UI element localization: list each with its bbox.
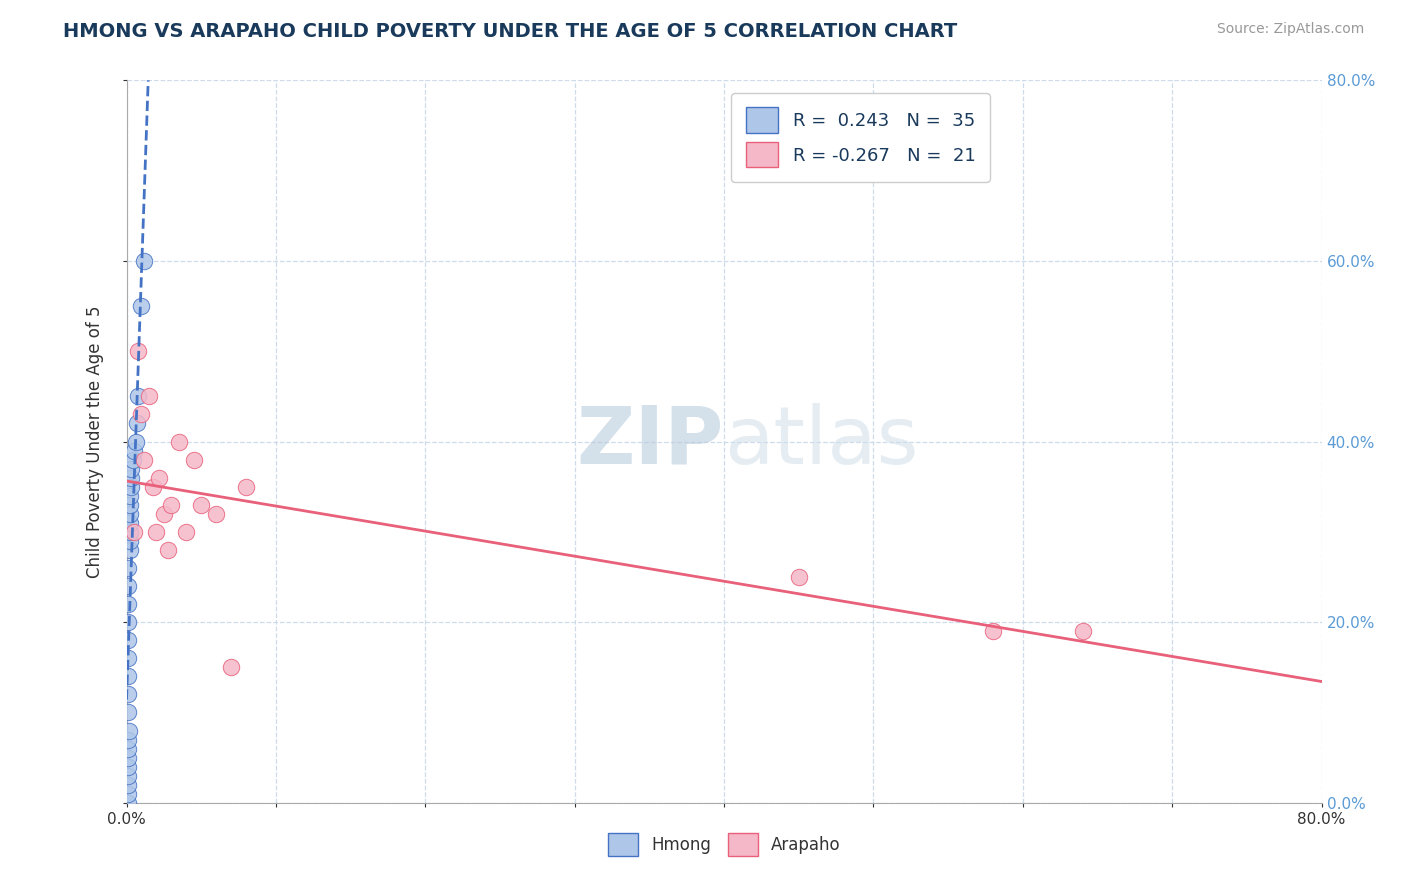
Point xyxy=(142,480,165,494)
Point xyxy=(118,507,141,521)
Point xyxy=(235,480,257,494)
Point xyxy=(117,633,139,648)
Point xyxy=(122,443,145,458)
Point xyxy=(167,434,190,449)
Legend: Hmong, Arapaho: Hmong, Arapaho xyxy=(600,826,848,863)
Y-axis label: Child Poverty Under the Age of 5: Child Poverty Under the Age of 5 xyxy=(86,305,104,578)
Point xyxy=(127,389,149,403)
Point xyxy=(1071,624,1094,639)
Point xyxy=(118,723,141,738)
Point xyxy=(157,542,180,557)
Point xyxy=(118,489,141,503)
Point xyxy=(117,796,139,810)
Point xyxy=(138,389,160,403)
Point xyxy=(118,498,141,512)
Point xyxy=(117,561,139,575)
Point xyxy=(981,624,1004,639)
Point xyxy=(787,570,810,584)
Point xyxy=(117,769,139,783)
Text: atlas: atlas xyxy=(724,402,918,481)
Point xyxy=(120,480,142,494)
Point xyxy=(120,471,142,485)
Point xyxy=(134,254,156,268)
Point xyxy=(127,344,149,359)
Point xyxy=(134,452,156,467)
Point xyxy=(190,498,212,512)
Point xyxy=(117,750,139,764)
Point xyxy=(117,579,139,593)
Point xyxy=(205,507,228,521)
Point xyxy=(117,669,139,683)
Point xyxy=(118,516,141,530)
Point xyxy=(117,687,139,701)
Point xyxy=(117,732,139,747)
Point xyxy=(131,408,153,422)
Point xyxy=(117,778,139,792)
Point xyxy=(145,524,167,539)
Text: ZIP: ZIP xyxy=(576,402,724,481)
Point xyxy=(117,787,139,801)
Point xyxy=(117,651,139,665)
Point xyxy=(183,452,205,467)
Point xyxy=(124,434,146,449)
Point xyxy=(117,615,139,630)
Point xyxy=(120,461,142,475)
Point xyxy=(148,471,170,485)
Point xyxy=(117,706,139,720)
Point xyxy=(219,660,242,674)
Point xyxy=(118,533,141,548)
Point xyxy=(117,597,139,611)
Point xyxy=(125,417,148,431)
Point xyxy=(131,299,153,313)
Point xyxy=(117,741,139,756)
Point xyxy=(153,507,176,521)
Point xyxy=(160,498,183,512)
Point xyxy=(117,760,139,774)
Point xyxy=(121,452,143,467)
Point xyxy=(118,524,141,539)
Point xyxy=(174,524,197,539)
Text: HMONG VS ARAPAHO CHILD POVERTY UNDER THE AGE OF 5 CORRELATION CHART: HMONG VS ARAPAHO CHILD POVERTY UNDER THE… xyxy=(63,22,957,41)
Point xyxy=(118,542,141,557)
Point xyxy=(122,524,145,539)
Text: Source: ZipAtlas.com: Source: ZipAtlas.com xyxy=(1216,22,1364,37)
